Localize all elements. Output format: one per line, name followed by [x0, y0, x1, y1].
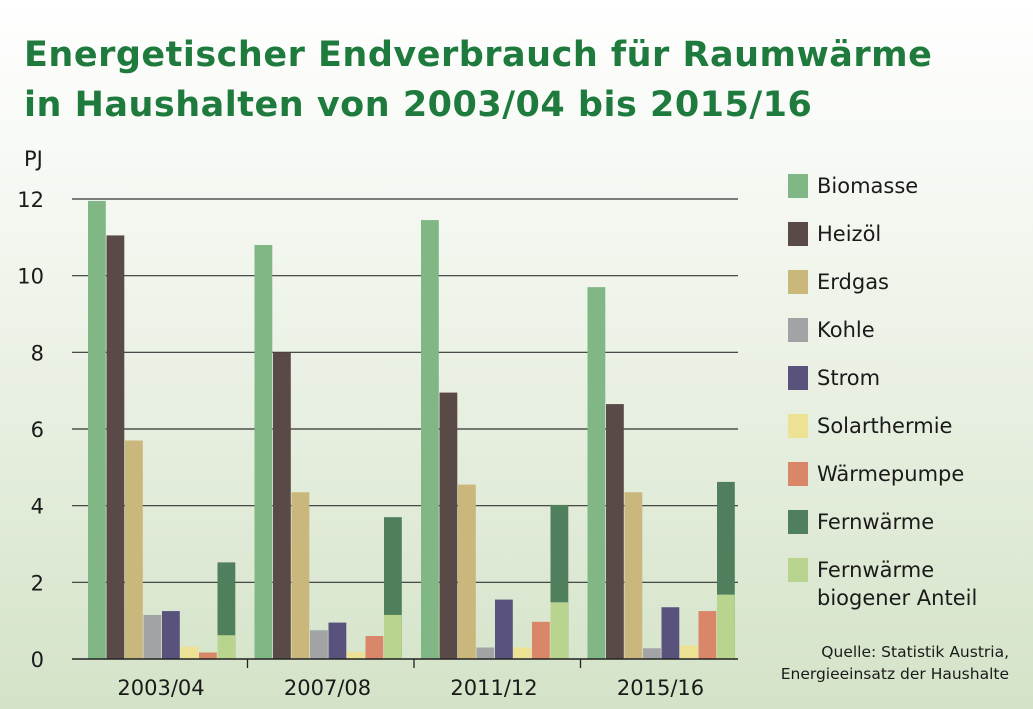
bar-erdgas [125, 440, 143, 659]
legend-swatch [788, 558, 808, 582]
x-tick-label: 2011/12 [450, 676, 537, 700]
bar-wärmepumpe [365, 636, 384, 659]
bar-erdgas [624, 492, 643, 659]
bar-fernwaerme-biogen [384, 614, 402, 659]
bar-strom [328, 622, 347, 659]
legend-label: Biomasse [817, 174, 919, 198]
x-tick-label: 2007/08 [284, 676, 371, 700]
bar-heizöl [106, 235, 125, 659]
bar-kohle [643, 648, 661, 659]
y-tick-label: 12 [17, 188, 44, 212]
bar-kohle [143, 614, 162, 659]
legend-item: Wärmepumpe [788, 456, 1028, 504]
legend-label: Heizöl [817, 222, 882, 246]
legend-label: Fernwärme biogener Anteil [817, 558, 978, 610]
bar-heizöl [273, 352, 291, 659]
bar-strom [661, 607, 680, 659]
legend-item: Fernwärme [788, 504, 1028, 552]
y-tick-label: 4 [31, 495, 44, 519]
bar-kohle [476, 647, 495, 659]
axes: 0 2 4 6 8 10 12 PJ 2003/04 2007/08 2011/12 2015/16 [17, 147, 738, 700]
legend-swatch [788, 510, 808, 534]
legend-item: Heizöl [788, 216, 1028, 264]
bar-solarthermie [513, 647, 532, 659]
legend-label: Strom [817, 366, 881, 390]
legend-label: Solarthermie [817, 414, 953, 438]
bar-fernwärme [217, 562, 236, 659]
legend-swatch [788, 270, 808, 294]
legend-item: Solarthermie [788, 408, 1028, 456]
bar-biomasse [254, 245, 273, 659]
y-tick-label: 10 [17, 265, 44, 289]
legend-item: Biomasse [788, 168, 1028, 216]
bar-fernwaerme-biogen [550, 602, 569, 659]
legend-label: Wärmepumpe [817, 462, 965, 486]
legend-label: Kohle [817, 318, 875, 342]
legend-item: Fernwärme biogener Anteil [788, 552, 1028, 610]
y-tick-label: 0 [31, 648, 44, 672]
bar-wärmepumpe [199, 652, 217, 659]
bar-strom [162, 611, 180, 659]
legend-swatch [788, 414, 808, 438]
source-line-1: Quelle: Statistik Austria, [821, 643, 1009, 661]
legend-label: Erdgas [817, 270, 890, 294]
bar-wärmepumpe [532, 621, 550, 659]
x-tick-label: 2003/04 [117, 676, 204, 700]
bar-solarthermie [180, 646, 199, 659]
y-axis-label: PJ [24, 147, 43, 171]
bar-biomasse [587, 287, 606, 659]
bar-biomasse [421, 220, 439, 660]
y-tick-label: 6 [31, 418, 44, 442]
legend-swatch [788, 318, 808, 342]
bar-biomasse [88, 200, 106, 659]
legend-swatch [788, 462, 808, 486]
legend-swatch [788, 174, 808, 198]
legend-item: Erdgas [788, 264, 1028, 312]
bar-strom [495, 599, 513, 659]
bar-erdgas [458, 484, 476, 659]
chart-title-line-2: in Haushalten von 2003/04 bis 2015/16 [24, 85, 813, 125]
chart-title-line-1: Energetischer Endverbrauch für Raumwärme [24, 35, 933, 75]
gridlines [72, 198, 738, 583]
bar-fernwaerme-biogen [717, 594, 735, 659]
x-tick-label: 2015/16 [617, 676, 704, 700]
bar-solarthermie [680, 645, 698, 659]
source-line-2: Energieeinsatz der Haushalte [780, 665, 1009, 683]
bar-kohle [310, 630, 328, 659]
bar-fernwaerme-biogen [217, 635, 236, 659]
source-note: Quelle: Statistik Austria, Energieeinsat… [781, 641, 1009, 685]
legend-label: Fernwärme [817, 510, 935, 534]
legend-swatch [788, 366, 808, 390]
bars [88, 200, 735, 660]
bar-wärmepumpe [698, 611, 717, 659]
legend: Biomasse Heizöl Erdgas Kohle Strom Solartherm… [788, 168, 1028, 610]
chart-title: Energetischer Endverbrauch für Raumwärme… [24, 30, 984, 130]
bar-erdgas [291, 492, 310, 659]
bar-heizöl [606, 404, 624, 659]
legend-item: Kohle [788, 312, 1028, 360]
y-tick-label: 2 [31, 571, 44, 595]
y-tick-label: 8 [31, 341, 44, 365]
legend-swatch [788, 222, 808, 246]
bar-heizöl [439, 392, 458, 659]
legend-item: Strom [788, 360, 1028, 408]
bar-solarthermie [347, 652, 365, 659]
